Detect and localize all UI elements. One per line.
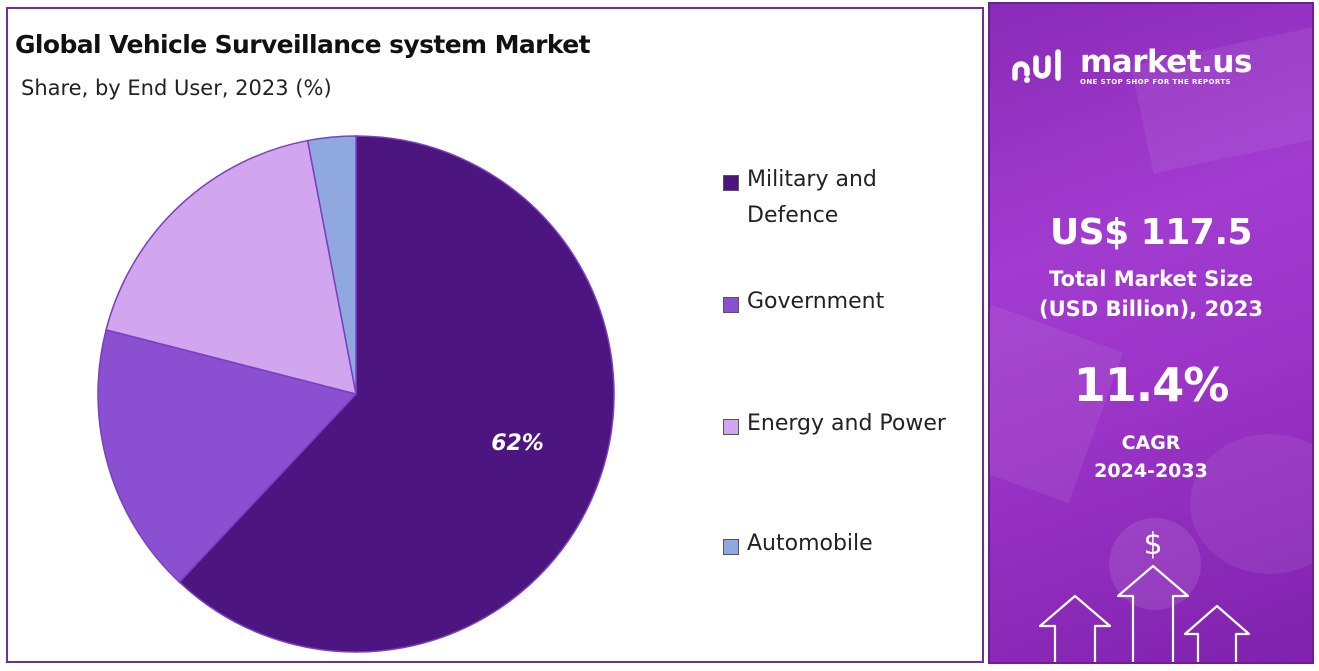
legend-swatch xyxy=(723,297,739,313)
cagr-label-line2: 2024-2033 xyxy=(1094,460,1208,482)
growth-graphic: $ xyxy=(1038,518,1251,662)
dollar-icon: $ xyxy=(1143,527,1162,562)
brand-tagline: ONE STOP SHOP FOR THE REPORTS xyxy=(1080,78,1231,86)
up-arrow-icon xyxy=(1038,594,1112,662)
chart-panel: Global Vehicle Surveillance system Marke… xyxy=(6,7,984,663)
chart-title: Global Vehicle Surveillance system Marke… xyxy=(15,30,591,59)
market-size-label: Total Market Size (USD Billion), 2023 xyxy=(990,264,1312,324)
pie-data-labels: 62% xyxy=(491,431,544,456)
legend-label: Automobile xyxy=(747,531,873,556)
pie-chart: 62% xyxy=(97,135,615,653)
pie-slice-government xyxy=(97,328,358,584)
legend-item-energy-and-power: Energy and Power xyxy=(723,411,946,442)
cagr-label: CAGR 2024-2033 xyxy=(990,429,1312,485)
market-size-value: US$ 117.5 xyxy=(1049,212,1253,253)
legend-swatch xyxy=(723,175,739,191)
brand-logo: market.us ONE STOP SHOP FOR THE REPORTS xyxy=(1010,46,1252,86)
legend-item-government: Government xyxy=(723,289,884,320)
legend-label: Energy and Power xyxy=(747,411,946,436)
legend-label: Government xyxy=(747,289,885,314)
market-size-label-line2: (USD Billion), 2023 xyxy=(1038,297,1264,321)
legend-swatch xyxy=(723,419,739,435)
legend-item-automobile: Automobile xyxy=(723,531,873,562)
pie-slice-automobile xyxy=(306,135,357,395)
cagr-label-line1: CAGR xyxy=(1121,432,1181,454)
pie-data-label: 62% xyxy=(491,431,544,456)
pie-slice-military-and-defence xyxy=(178,135,615,653)
pie-slice-energy-and-power xyxy=(105,139,357,396)
brand-name: market.us xyxy=(1080,44,1252,80)
background-decoration xyxy=(1190,434,1312,574)
legend-label: Military and Defence xyxy=(747,167,877,228)
legend-item-military-and-defence: Military and Defence xyxy=(723,167,927,234)
cagr-value: 11.4% xyxy=(1073,358,1230,412)
legend-swatch xyxy=(723,539,739,555)
market-us-logo-icon xyxy=(1012,49,1061,83)
up-arrow-icon xyxy=(1183,604,1251,662)
market-size-label-line1: Total Market Size xyxy=(1049,267,1253,291)
up-arrow-icon xyxy=(1116,564,1190,662)
info-panel: market.us ONE STOP SHOP FOR THE REPORTS … xyxy=(988,2,1314,664)
pie-slices xyxy=(97,135,615,653)
chart-subtitle: Share, by End User, 2023 (%) xyxy=(21,76,332,100)
